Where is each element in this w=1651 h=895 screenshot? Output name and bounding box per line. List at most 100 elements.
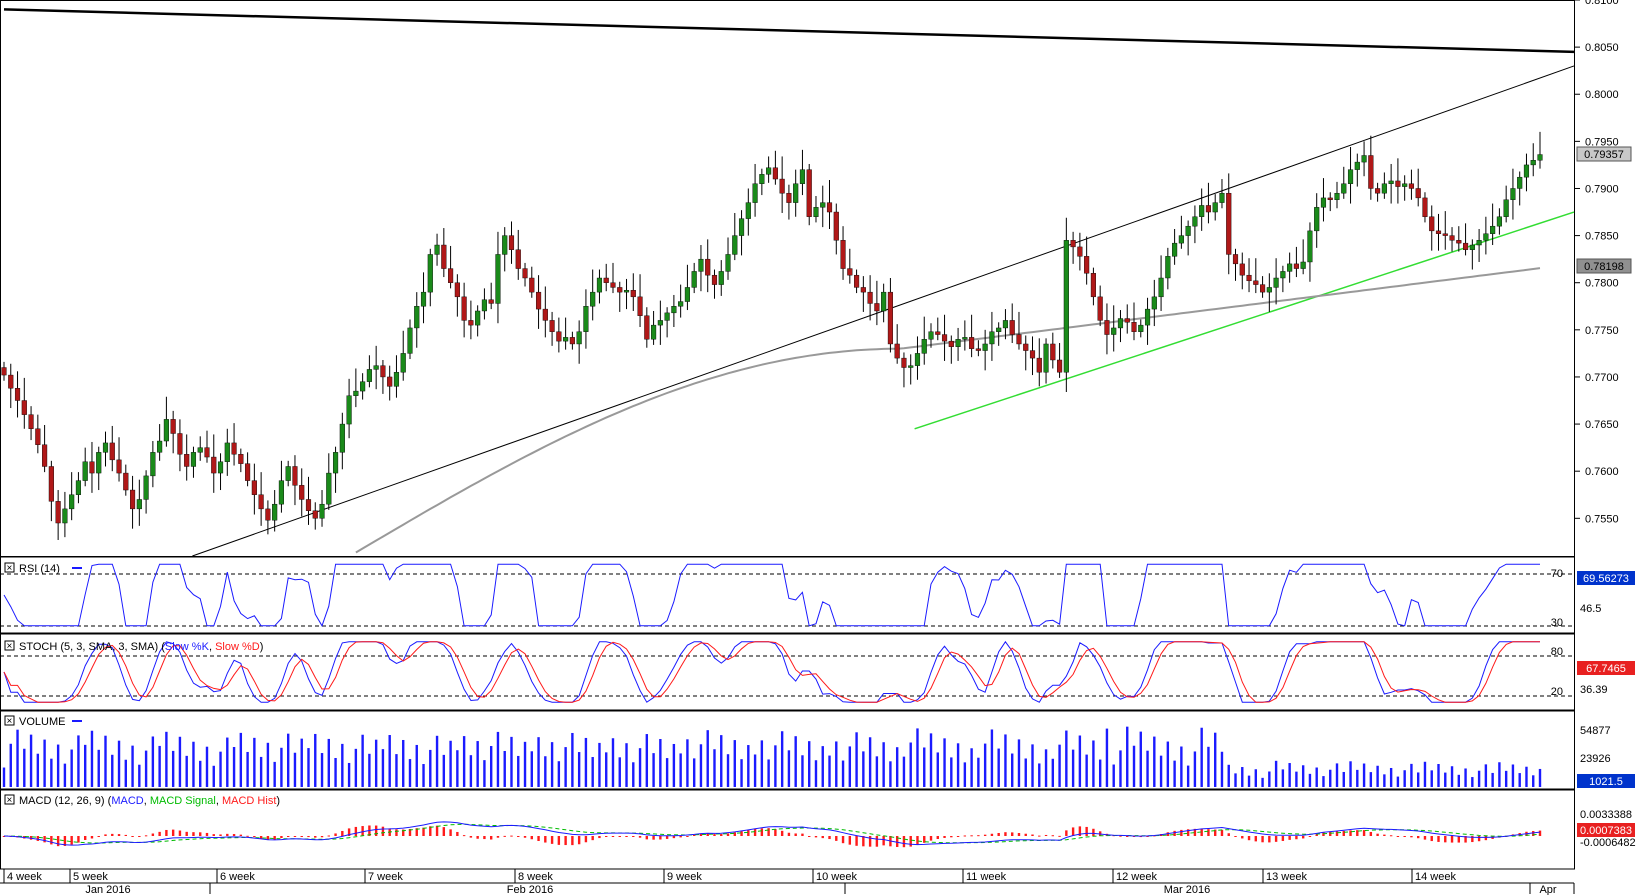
volume-bar [686, 739, 689, 787]
candle-body [1462, 242, 1469, 250]
candle-body [867, 291, 873, 304]
macd-hist-bar [780, 830, 784, 836]
price-tick-label: 0.8050 [1585, 42, 1619, 54]
volume-bar [760, 740, 764, 787]
candle-body [935, 331, 941, 335]
candle-body [542, 308, 548, 321]
boxed-x-icon[interactable] [4, 640, 15, 651]
volume-bar [286, 733, 290, 787]
macd-hist-bar [862, 836, 865, 847]
week-label: 5 week [73, 871, 108, 883]
macd-hist-bar [1437, 836, 1440, 842]
volume-bar [29, 734, 33, 787]
candle-body [1496, 216, 1502, 227]
volume-bar [550, 742, 554, 787]
macd-hist-bar [550, 836, 554, 844]
macd-hist-bar [1356, 830, 1359, 836]
stoch-title-sep: , [209, 641, 215, 653]
price-tick-label: 0.7800 [1585, 278, 1619, 290]
candle-body [1009, 320, 1015, 335]
macd-hist-bar [124, 834, 127, 836]
macd-hist-bar [171, 829, 175, 836]
volume-bar [875, 756, 879, 787]
candle-body [1090, 273, 1096, 298]
volume-bar [1092, 740, 1095, 787]
price-y-axis: 0.8100 0.8050 0.8000 0.7950 0.7900 0.7850 0.78… [1574, 0, 1619, 525]
volume-bar [902, 756, 906, 787]
candle-body [711, 274, 718, 285]
volume-bar [1274, 760, 1278, 787]
macd-hist-bar [381, 826, 385, 836]
candle-body [1253, 280, 1259, 285]
candle-body [529, 277, 535, 293]
volume-bar [395, 754, 398, 787]
price-tick-label: 0.7900 [1585, 183, 1619, 195]
candle-body [799, 169, 806, 184]
volume-bar [1423, 761, 1427, 787]
macd-hist-bar [476, 836, 479, 839]
volume-bar [1180, 746, 1183, 787]
last-price-tag: 0.79357 [1576, 146, 1632, 162]
macd-hist-bar [564, 836, 567, 846]
volume-bar [83, 744, 87, 787]
macd-hist-bar [794, 833, 797, 836]
volume-bar [841, 760, 845, 787]
candle-body [373, 365, 379, 370]
macd-hist-bar [1396, 836, 1400, 837]
volume-bar [706, 730, 709, 787]
volume-bar [1511, 764, 1515, 787]
macd-hist-bar [557, 836, 561, 845]
macd-hist-bar [192, 832, 195, 836]
volume-bar [692, 758, 696, 787]
candle-body [1395, 180, 1401, 187]
macd-hist-bar [530, 836, 533, 840]
volume-bar [347, 762, 351, 787]
candle-body [441, 244, 447, 269]
macd-hist-bar [307, 836, 310, 838]
candle-body [583, 306, 589, 332]
week-label: 14 week [1415, 871, 1456, 883]
candle-body [515, 249, 521, 269]
candle-body [901, 357, 907, 368]
last-price-label: 0.79357 [1584, 149, 1624, 161]
macd-hist-bar [111, 833, 114, 836]
volume-bar [963, 762, 967, 787]
macd-hist-bar [63, 836, 67, 846]
volume-bar [1538, 768, 1542, 787]
volume-bar [23, 748, 26, 787]
stoch-ref-mid: 36.39 [1580, 684, 1608, 696]
volume-bar [828, 755, 831, 787]
candle-body [549, 320, 555, 332]
candle-body [508, 235, 515, 250]
macd-hist-bar [1024, 833, 1027, 836]
macd-hist-bar [1004, 832, 1007, 836]
candle-body [908, 365, 914, 368]
macd-panel: × MACD (12, 26, 9) (MACD, MACD Signal, M… [2, 794, 1636, 849]
macd-hist-bar [56, 836, 60, 847]
month-label: Feb 2016 [507, 884, 553, 895]
macd-hist-bar [909, 836, 912, 847]
macd-title: MACD (12, 26, 9) (MACD, MACD Signal, MAC… [19, 795, 280, 807]
candle-body [610, 282, 616, 288]
volume-bar [1281, 769, 1285, 787]
volume-bar [970, 748, 973, 787]
candle-body [258, 494, 264, 510]
macd-hist-bar [327, 835, 330, 837]
boxed-x-icon[interactable] [4, 794, 15, 805]
boxed-x-icon[interactable] [4, 562, 15, 573]
candle-body [772, 167, 778, 180]
macd-hist-bar [1335, 831, 1339, 836]
macd-hist-bar [83, 836, 87, 840]
volume-bar [402, 739, 405, 787]
candle-body [305, 499, 312, 511]
volume-bar [117, 740, 121, 787]
volume-bar [1139, 731, 1142, 787]
candle-body [163, 419, 169, 442]
candle-body [786, 192, 792, 203]
candle-body [1280, 271, 1286, 279]
ma200-series [355, 267, 1541, 554]
volume-bar [381, 749, 385, 787]
boxed-x-icon[interactable] [4, 715, 15, 726]
candle-body [1320, 197, 1327, 208]
macd-hist-bar [1322, 832, 1325, 836]
